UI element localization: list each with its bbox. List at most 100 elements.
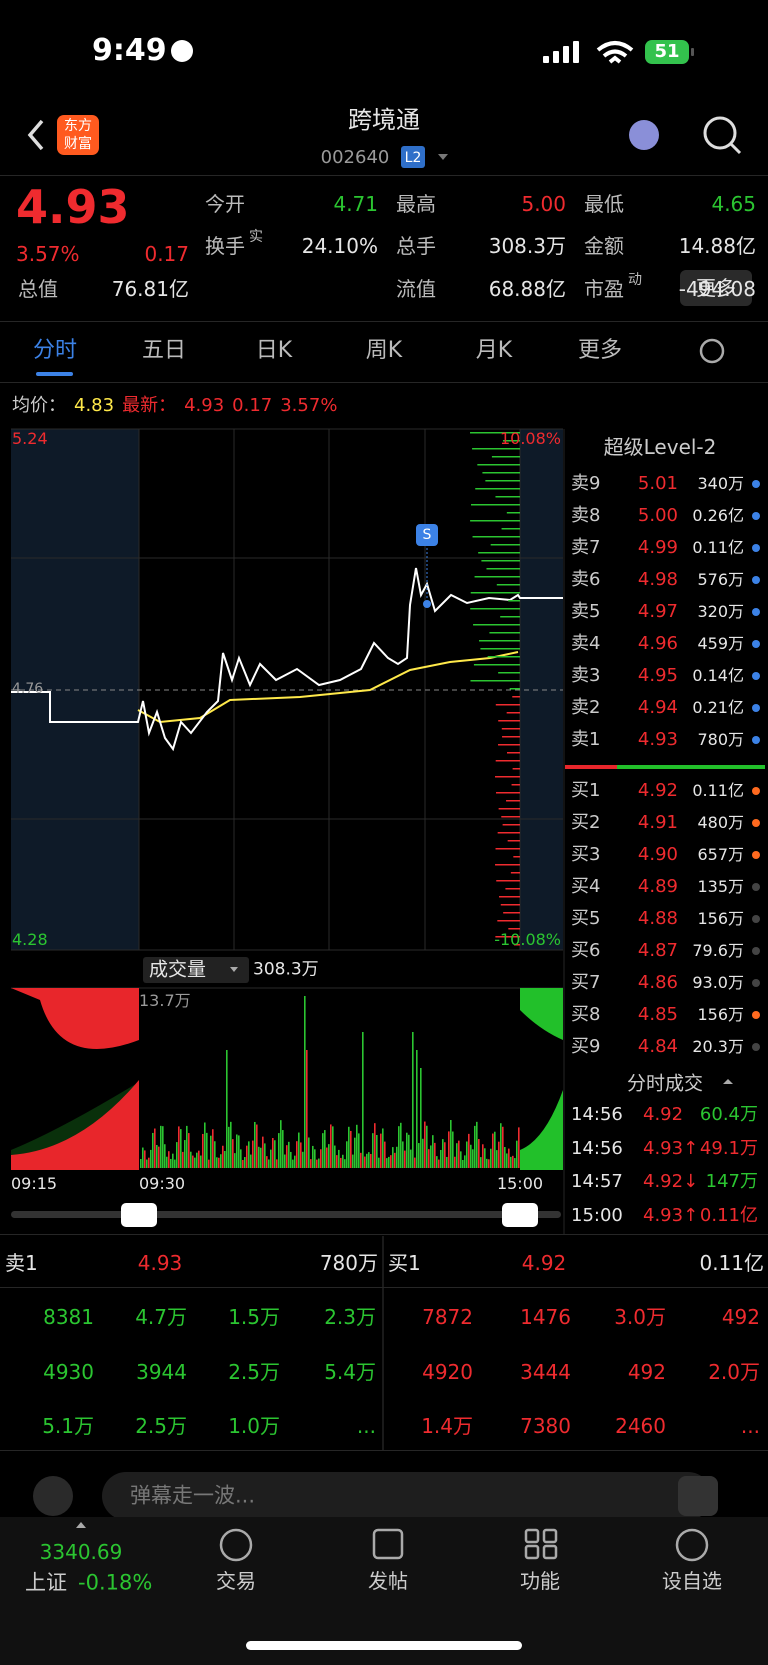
range-slider[interactable] [11, 1211, 561, 1218]
dot [752, 640, 760, 648]
volume-bar [280, 1120, 282, 1168]
volume-bar [220, 1154, 222, 1168]
search-icon[interactable] [703, 116, 737, 150]
volume-bar [206, 1132, 208, 1168]
depth-bar [495, 760, 520, 762]
volume-bar [472, 1149, 474, 1168]
panel-title: 分时成交 [626, 1072, 704, 1095]
stat-label: 换手 [205, 234, 245, 258]
comment-icon[interactable] [33, 1476, 73, 1516]
volume-bar [194, 1157, 196, 1168]
volume-bar [326, 1147, 328, 1168]
queue-order: ... [356, 1414, 376, 1438]
queue-order: 3.0万 [614, 1305, 666, 1329]
volume-bar [166, 1156, 168, 1168]
level-badge [401, 146, 425, 168]
volume-bar [302, 1151, 304, 1168]
wifi-icon [596, 41, 634, 64]
depth-bar [500, 904, 520, 906]
volume-bar [148, 1157, 150, 1168]
danmaku-toggle[interactable] [678, 1476, 718, 1516]
volume-bar [144, 1150, 146, 1168]
ask-price: 4.98 [637, 569, 678, 590]
smiley [171, 40, 193, 62]
settings-icon[interactable] [699, 338, 725, 364]
queue-order: 1.5万 [228, 1305, 280, 1329]
volume-bar [186, 1125, 188, 1168]
depth-bar [474, 576, 520, 578]
battery-level: 51 [654, 41, 680, 62]
bid-volume: 93.0万 [692, 973, 744, 992]
bid-volume: 135万 [697, 877, 744, 896]
stat-value: -494.08 [678, 277, 756, 301]
stat-value: 4.71 [333, 192, 378, 216]
volume-bar [318, 1158, 320, 1168]
tab[interactable]: 更多 [577, 338, 623, 363]
tab-underline [36, 372, 73, 376]
depth-bar [495, 936, 520, 938]
volume-bar [394, 1152, 396, 1168]
depth-bar [496, 880, 520, 882]
depth-bar [471, 504, 520, 506]
volume-bar [242, 1159, 244, 1168]
slider-handle[interactable] [121, 1203, 157, 1227]
chart-legend: 4.83 [74, 395, 115, 416]
volume-bar [320, 1149, 322, 1168]
tab[interactable]: 月K [475, 338, 513, 363]
volume-bar [410, 1149, 412, 1168]
queue-volume: 0.11亿 [699, 1251, 764, 1275]
volume-bar [260, 1147, 262, 1168]
search-icon-handle [729, 142, 742, 155]
volume-bar [198, 1150, 200, 1168]
nav-item[interactable]: 功能 [520, 1569, 560, 1593]
volume-bar [222, 1145, 224, 1168]
volume-bar [436, 1156, 438, 1168]
dot [752, 704, 760, 712]
slider-handle[interactable] [502, 1203, 538, 1227]
nav-item[interactable]: 交易 [216, 1569, 256, 1593]
stat-value: 76.81亿 [111, 277, 189, 301]
trade-volume: 49.1万 [699, 1137, 758, 1159]
depth-bars [470, 432, 520, 946]
comment-input[interactable] [102, 1472, 712, 1520]
tab[interactable]: 五日 [141, 338, 187, 363]
volume-bar [158, 1146, 160, 1168]
nav-item[interactable]: 设自选 [662, 1569, 722, 1593]
depth-bar [470, 680, 520, 682]
chart-legend: 最新： [122, 395, 177, 416]
volume-selector[interactable]: 成交量 [149, 958, 207, 981]
volume-bar [240, 1149, 242, 1168]
trade-time: 15:00 [571, 1204, 623, 1226]
bid-price: 4.88 [637, 908, 678, 929]
volume-bar [512, 1155, 514, 1168]
depth-bar [506, 800, 520, 802]
depth-bar [477, 464, 520, 466]
robot-icon[interactable] [629, 120, 659, 150]
volume-bar [162, 1126, 164, 1168]
bid-price: 4.85 [637, 1004, 678, 1025]
trade-volume: 147万 [705, 1171, 758, 1192]
tab[interactable]: 分时 [32, 338, 78, 363]
tab[interactable]: 周K [365, 338, 403, 363]
marker-badge[interactable] [416, 524, 438, 546]
volume-bar [334, 1145, 336, 1168]
separator [0, 175, 768, 176]
tab[interactable]: 日K [255, 338, 293, 363]
volume-bars [140, 996, 520, 1168]
trade-marker[interactable]: S [422, 527, 432, 543]
volume-bar [216, 1157, 218, 1168]
depth-bar [472, 536, 520, 538]
stat-value: 4.65 [711, 192, 756, 216]
dot [752, 1011, 760, 1019]
auction-buy [11, 1080, 139, 1170]
bottom-nav [0, 1517, 768, 1665]
volume-bar [434, 1142, 436, 1168]
more-button[interactable]: 更多 [696, 276, 736, 300]
comment-placeholder[interactable]: 弹幕走一波... [130, 1483, 256, 1508]
back-icon[interactable] [27, 119, 44, 151]
more-button[interactable] [680, 270, 752, 306]
volume-bar [438, 1159, 440, 1168]
nav-item[interactable]: 发帖 [368, 1569, 408, 1593]
volume-selector[interactable] [143, 957, 249, 983]
